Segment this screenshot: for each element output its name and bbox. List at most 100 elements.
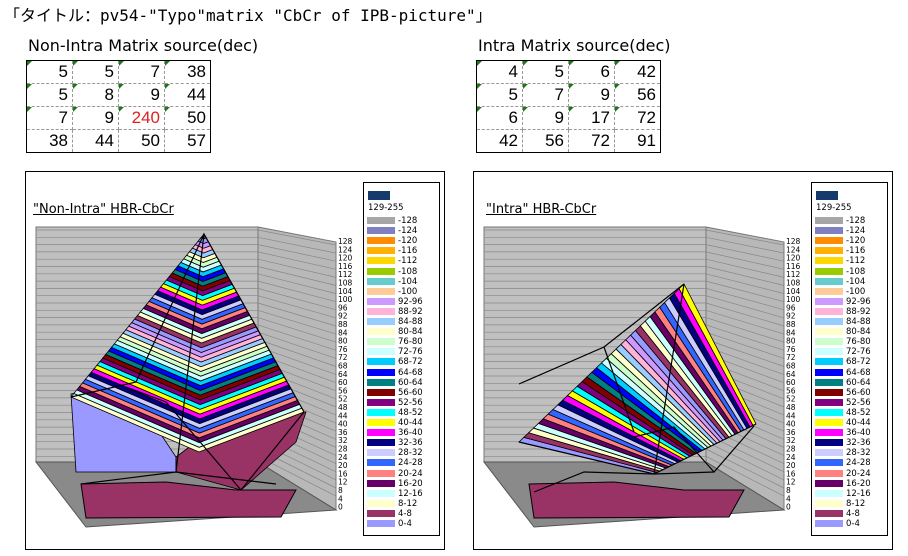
- legend-label: 28-32: [846, 448, 871, 459]
- z-tick-label: 76: [338, 345, 348, 354]
- legend-item: 4-8: [815, 510, 860, 518]
- legend-label: 48-52: [846, 407, 871, 418]
- z-tick-label: 80: [338, 337, 348, 346]
- legend-swatch: [367, 509, 395, 517]
- legend-item: 92-96: [367, 298, 423, 306]
- legend-swatch: [815, 479, 843, 487]
- legend-item: 68-72: [367, 358, 423, 367]
- gridline: [705, 229, 785, 246]
- legend-swatch: [367, 499, 395, 507]
- legend-item: -108: [815, 267, 865, 276]
- legend-item: -116: [815, 247, 865, 256]
- legend-item: 16-20: [815, 479, 871, 488]
- legend-label: -112: [398, 256, 418, 267]
- legend-swatch: [367, 459, 395, 467]
- gridline: [257, 324, 337, 351]
- legend-swatch: [816, 191, 838, 200]
- z-tick-label: 116: [786, 262, 801, 271]
- legend-item: 0-4: [367, 520, 412, 528]
- legend-swatch: [815, 419, 843, 426]
- z-tick-label: 96: [786, 303, 796, 312]
- mesh-line: [70, 232, 305, 413]
- legend-item: 12-16: [367, 488, 423, 499]
- legend-swatch: [815, 368, 843, 376]
- matrix-row: 42 56 72 91: [476, 129, 661, 153]
- z-tick-label: 44: [338, 411, 348, 420]
- legend-label: 64-68: [846, 367, 871, 378]
- legend-item: 84-88: [815, 318, 871, 326]
- legend-label: 84-88: [398, 317, 423, 327]
- legend-swatch: [815, 227, 843, 235]
- chart-legend: 129-255 -128 -124 -120 -116 -112 -108 -104 -100 9…: [363, 182, 440, 536]
- legend-swatch: [815, 358, 843, 366]
- legend-swatch: [367, 257, 395, 265]
- legend-label: 40-44: [846, 418, 871, 428]
- legend-item: 36-40: [367, 429, 423, 437]
- legend-item: -112: [367, 256, 418, 267]
- legend-label: 72-76: [846, 347, 871, 358]
- gridline: [257, 236, 337, 254]
- legend-swatch: [815, 328, 843, 336]
- z-tick-label: 112: [786, 270, 801, 279]
- z-tick-label: 52: [786, 395, 796, 404]
- legend-label: -120: [846, 236, 866, 247]
- legend-label: 20-24: [846, 468, 871, 479]
- legend-item: -104: [815, 277, 865, 286]
- z-tick-label: 76: [786, 345, 796, 354]
- legend-item: 92-96: [815, 298, 871, 306]
- gridline: [257, 317, 337, 343]
- matrix-cell: 5: [26, 83, 73, 107]
- legend-label: 92-96: [398, 296, 423, 307]
- legend-item: 40-44: [367, 419, 423, 427]
- legend-label: 32-36: [846, 438, 871, 449]
- gridline: [257, 280, 337, 303]
- matrix-cell: 44: [72, 129, 119, 153]
- legend-label: -112: [846, 256, 866, 267]
- legend-label: 88-92: [846, 306, 871, 317]
- gridline: [257, 266, 337, 286]
- legend-label: -100: [398, 286, 418, 297]
- z-tick-label: 68: [338, 362, 348, 371]
- mesh-line: [175, 233, 205, 473]
- legend-item: 48-52: [815, 409, 871, 417]
- gridline: [705, 273, 785, 294]
- legend-swatch: [815, 297, 843, 305]
- chart-title: "Intra" HBR-CbCr: [486, 202, 597, 217]
- mesh-line: [80, 471, 277, 485]
- z-tick-label: 12: [786, 478, 796, 487]
- z-tick-label: 32: [338, 436, 348, 445]
- legend-label: -100: [846, 286, 866, 297]
- legend-item: -104: [367, 277, 417, 286]
- legend-swatch: [367, 489, 395, 497]
- z-tick-label: 128: [786, 237, 801, 246]
- z-tick-label: 64: [786, 370, 796, 379]
- matrix-cell: 42: [614, 60, 661, 84]
- legend-item: -124: [815, 227, 865, 235]
- z-tick-label: 124: [786, 245, 801, 254]
- z-tick-label: 8: [338, 486, 343, 495]
- legend-label: 88-92: [398, 306, 423, 317]
- legend-item: 72-76: [367, 348, 423, 357]
- legend-swatch: [367, 408, 395, 416]
- legend-label: 0-4: [398, 519, 412, 529]
- z-tick-label: 16: [786, 469, 796, 478]
- matrix-cell: 56: [522, 129, 569, 153]
- z-tick-label: 12: [338, 478, 348, 487]
- matrix-cell: 5: [72, 60, 119, 84]
- z-tick-label: 64: [338, 370, 348, 379]
- legend-item: 88-92: [367, 308, 423, 316]
- legend-swatch: [367, 227, 395, 235]
- legend-item: -100: [367, 286, 418, 297]
- z-tick-label: 80: [786, 337, 796, 346]
- z-tick-label: 48: [786, 403, 796, 412]
- matrix-cell: 6: [568, 60, 615, 84]
- gridline: [705, 324, 785, 351]
- z-tick-label: 84: [338, 328, 348, 337]
- legend-label: 12-16: [398, 488, 423, 499]
- gridline: [705, 441, 785, 481]
- matrix-cell: 50: [164, 106, 211, 130]
- surface-plot: 1281241201161121081041009692888480767268…: [482, 226, 801, 528]
- matrix-cell: 57: [164, 129, 211, 153]
- legend-swatch: [815, 429, 843, 437]
- legend-swatch: [367, 520, 395, 527]
